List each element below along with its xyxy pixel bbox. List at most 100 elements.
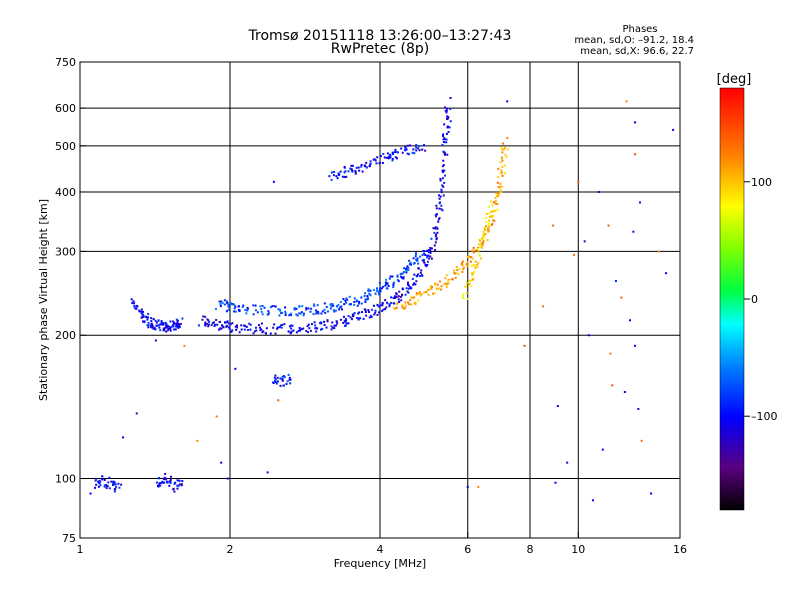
trace-1-point [426, 260, 429, 263]
trace-7-point [181, 480, 184, 483]
trace-0-point [158, 326, 161, 329]
trace-4-point [486, 239, 489, 242]
trace-2-point [374, 292, 377, 295]
trace-3-point [394, 148, 397, 151]
trace-7-point [172, 488, 175, 491]
trace-2-point [266, 313, 269, 316]
trace-1-point [295, 331, 298, 334]
trace-6-point [101, 475, 104, 478]
trace-6-point [114, 488, 117, 491]
trace-2-point [317, 312, 320, 315]
trace-1-point [445, 141, 448, 144]
trace-2-point [346, 298, 349, 301]
trace-2-point [389, 275, 392, 278]
trace-1-point [413, 273, 416, 276]
trace-7-point [180, 484, 183, 487]
trace-1-point [429, 255, 432, 258]
trace-1-point [231, 322, 234, 325]
trace-4-point [392, 306, 395, 309]
trace-4-point [482, 240, 485, 243]
trace-1-point [288, 325, 291, 328]
trace-1-point [238, 331, 241, 334]
trace-2-point [402, 276, 405, 279]
trace-1-point [419, 275, 422, 278]
trace-6-point [104, 484, 107, 487]
trace-2-point [252, 304, 255, 307]
trace-2-point [221, 302, 224, 305]
trace-0-point [130, 298, 133, 301]
trace-1-point [434, 213, 437, 216]
scatter-point-16 [542, 305, 545, 308]
x-tick-label-0: 1 [77, 543, 84, 556]
trace-2-point [305, 308, 308, 311]
trace-2-point [298, 312, 301, 315]
trace-1-point [204, 321, 207, 324]
trace-0-point [162, 327, 165, 330]
trace-2-point [385, 283, 388, 286]
trace-1-point [345, 322, 348, 325]
trace-3-point [358, 169, 361, 172]
trace-4-point [496, 208, 499, 211]
trace-0-point [154, 319, 157, 322]
trace-2-point [353, 300, 356, 303]
trace-2-point [314, 309, 317, 312]
trace-2-point [246, 306, 249, 309]
trace-1-point [426, 254, 429, 257]
trace-1-point [320, 321, 323, 324]
trace-2-point [384, 284, 387, 287]
trace-2-point [316, 304, 319, 307]
trace-2-point [368, 292, 371, 295]
trace-0-point [164, 321, 167, 324]
trace-1-point [230, 330, 233, 333]
trace-0-point [173, 322, 176, 325]
trace-2-point [261, 313, 264, 316]
trace-1-point [427, 251, 430, 254]
trace-5-point [487, 212, 490, 215]
trace-2-point [415, 259, 418, 262]
x-tick-label-6: 16 [673, 543, 687, 556]
trace-1-point [443, 169, 446, 172]
trace-4-point [407, 301, 410, 304]
trace-1-point [442, 133, 445, 136]
trace-3-point [351, 170, 354, 173]
trace-0-point [154, 328, 157, 331]
y-tick-label-2: 200 [55, 329, 76, 342]
trace-1-point [231, 329, 234, 332]
trace-2-point [244, 309, 247, 312]
trace-7-point [158, 482, 161, 485]
trace-1-point [434, 241, 437, 244]
trace-2-point [214, 308, 217, 311]
trace-2-point [246, 309, 249, 312]
trace-4-point [461, 262, 464, 265]
trace-2-point [223, 299, 226, 302]
colorbar-tick-label-2: –100 [751, 410, 778, 423]
scatter-point-0 [89, 492, 92, 495]
trace-4-point [461, 270, 464, 273]
trace-1-point [444, 109, 447, 112]
trace-1-point [367, 309, 370, 312]
trace-4-point [491, 210, 494, 213]
trace-7-point [176, 484, 179, 487]
scatter-point-13 [556, 405, 559, 408]
trace-7-point [176, 479, 179, 482]
trace-4-point [505, 155, 508, 158]
trace-5-point [473, 264, 476, 267]
trace-2-point [234, 310, 237, 313]
trace-7-point [157, 483, 160, 486]
trace-2-point [254, 304, 257, 307]
trace-4-point [506, 137, 509, 140]
x-tick-label-5: 10 [571, 543, 585, 556]
trace-2-point [421, 259, 424, 262]
trace-1-point [323, 323, 326, 326]
trace-8-point [273, 376, 276, 379]
scatter-point-28 [601, 448, 604, 451]
trace-0-point [162, 329, 165, 332]
trace-2-point [242, 304, 245, 307]
trace-1-point [307, 323, 310, 326]
trace-2-point [218, 300, 221, 303]
trace-4-point [501, 174, 504, 177]
trace-2-point [313, 304, 316, 307]
trace-6-point [120, 483, 123, 486]
trace-1-point [290, 331, 293, 334]
trace-1-point [314, 324, 317, 327]
